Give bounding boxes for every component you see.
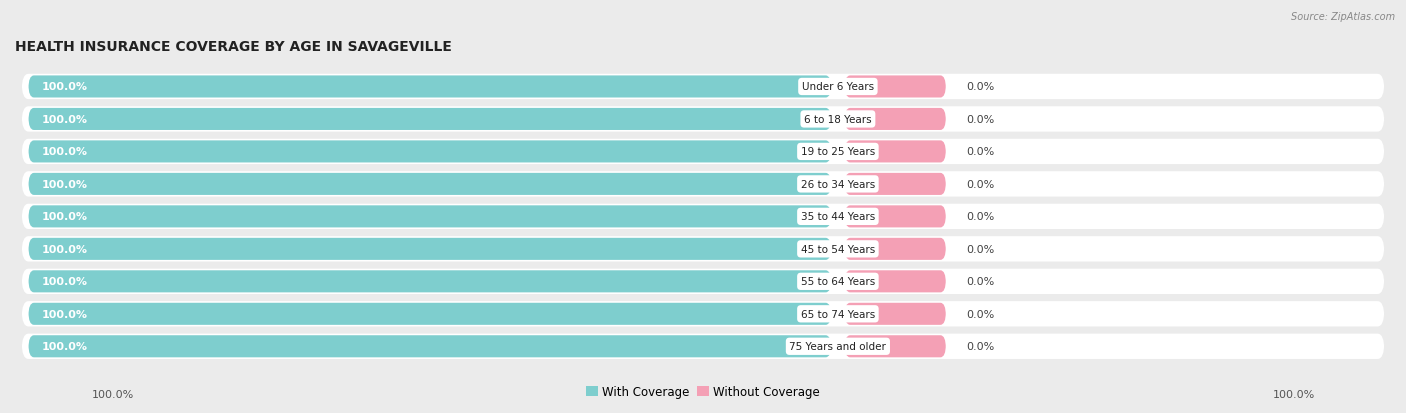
Text: 100.0%: 100.0% <box>42 82 89 92</box>
Text: 100.0%: 100.0% <box>42 147 89 157</box>
FancyBboxPatch shape <box>28 335 831 358</box>
FancyBboxPatch shape <box>845 271 946 293</box>
Text: 0.0%: 0.0% <box>966 309 994 319</box>
FancyBboxPatch shape <box>28 303 831 325</box>
Text: 0.0%: 0.0% <box>966 277 994 287</box>
FancyBboxPatch shape <box>845 206 946 228</box>
FancyBboxPatch shape <box>21 334 1385 359</box>
Text: 19 to 25 Years: 19 to 25 Years <box>801 147 875 157</box>
Text: 100.0%: 100.0% <box>42 309 89 319</box>
Text: 0.0%: 0.0% <box>966 180 994 190</box>
FancyBboxPatch shape <box>28 238 831 260</box>
Text: Source: ZipAtlas.com: Source: ZipAtlas.com <box>1291 12 1395 22</box>
Text: 100.0%: 100.0% <box>42 244 89 254</box>
Text: 0.0%: 0.0% <box>966 342 994 351</box>
Text: 100.0%: 100.0% <box>42 180 89 190</box>
Text: 0.0%: 0.0% <box>966 115 994 125</box>
FancyBboxPatch shape <box>28 109 831 131</box>
FancyBboxPatch shape <box>845 76 946 98</box>
Text: 100.0%: 100.0% <box>91 389 134 399</box>
Text: 0.0%: 0.0% <box>966 212 994 222</box>
FancyBboxPatch shape <box>845 141 946 163</box>
FancyBboxPatch shape <box>21 269 1385 294</box>
FancyBboxPatch shape <box>28 271 831 293</box>
FancyBboxPatch shape <box>21 172 1385 197</box>
Text: 55 to 64 Years: 55 to 64 Years <box>801 277 875 287</box>
FancyBboxPatch shape <box>21 75 1385 100</box>
Text: 45 to 54 Years: 45 to 54 Years <box>801 244 875 254</box>
Text: 100.0%: 100.0% <box>42 277 89 287</box>
FancyBboxPatch shape <box>21 140 1385 165</box>
Legend: With Coverage, Without Coverage: With Coverage, Without Coverage <box>581 381 825 403</box>
Text: 35 to 44 Years: 35 to 44 Years <box>801 212 875 222</box>
Text: HEALTH INSURANCE COVERAGE BY AGE IN SAVAGEVILLE: HEALTH INSURANCE COVERAGE BY AGE IN SAVA… <box>15 40 451 54</box>
Text: 100.0%: 100.0% <box>42 115 89 125</box>
FancyBboxPatch shape <box>28 206 831 228</box>
FancyBboxPatch shape <box>28 141 831 163</box>
Text: 26 to 34 Years: 26 to 34 Years <box>801 180 875 190</box>
FancyBboxPatch shape <box>845 303 946 325</box>
Text: 6 to 18 Years: 6 to 18 Years <box>804 115 872 125</box>
Text: 100.0%: 100.0% <box>1272 389 1315 399</box>
Text: 65 to 74 Years: 65 to 74 Years <box>801 309 875 319</box>
FancyBboxPatch shape <box>845 238 946 260</box>
FancyBboxPatch shape <box>845 173 946 195</box>
Text: 0.0%: 0.0% <box>966 82 994 92</box>
FancyBboxPatch shape <box>21 301 1385 327</box>
FancyBboxPatch shape <box>21 237 1385 262</box>
Text: 100.0%: 100.0% <box>42 342 89 351</box>
FancyBboxPatch shape <box>845 109 946 131</box>
FancyBboxPatch shape <box>28 76 831 98</box>
FancyBboxPatch shape <box>28 173 831 195</box>
FancyBboxPatch shape <box>21 107 1385 132</box>
FancyBboxPatch shape <box>845 335 946 358</box>
Text: 100.0%: 100.0% <box>42 212 89 222</box>
Text: 0.0%: 0.0% <box>966 244 994 254</box>
FancyBboxPatch shape <box>21 204 1385 230</box>
Text: 75 Years and older: 75 Years and older <box>789 342 886 351</box>
Text: Under 6 Years: Under 6 Years <box>801 82 875 92</box>
Text: 0.0%: 0.0% <box>966 147 994 157</box>
